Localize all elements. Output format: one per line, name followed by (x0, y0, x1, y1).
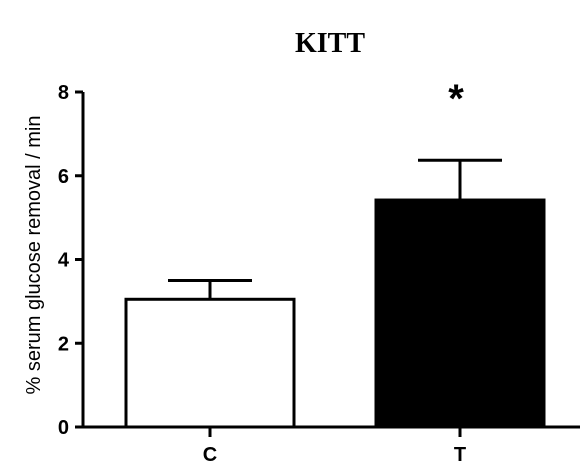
y-tick-label: 2 (58, 333, 69, 355)
y-tick-label: 8 (58, 82, 69, 104)
plot-area: 0 2 4 6 8 C T * (58, 77, 580, 465)
y-tick-label: 0 (58, 417, 69, 439)
x-tick-label-c: C (203, 444, 217, 465)
y-tick-label: 4 (58, 250, 70, 272)
y-axis-label: % serum glucose removal / min (23, 116, 45, 395)
chart-title: KITT (295, 28, 365, 59)
x-tick-label-t: T (454, 444, 466, 465)
bar-c (124, 297, 296, 429)
y-tick-label: 6 (58, 166, 69, 188)
significance-asterisk: * (448, 77, 464, 121)
bar-t (374, 198, 546, 429)
